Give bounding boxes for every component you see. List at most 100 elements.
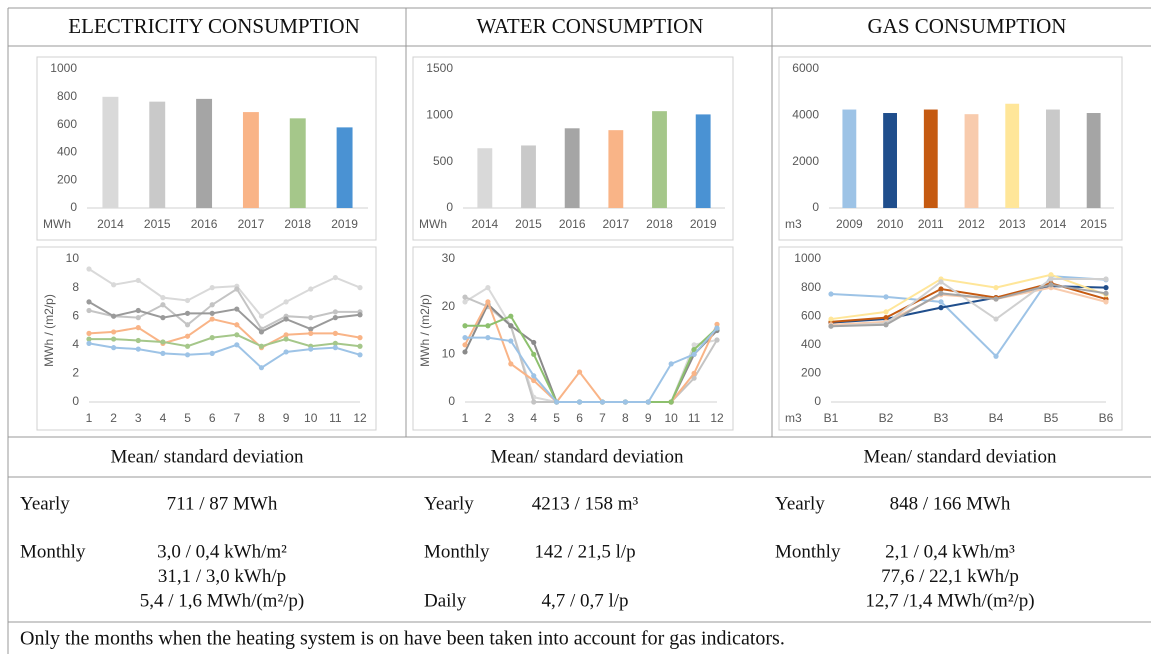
- line-point: [135, 325, 141, 331]
- line-point: [531, 339, 537, 346]
- stat-label: Monthly: [775, 541, 841, 562]
- footnote: Only the months when the heating system …: [20, 628, 785, 650]
- line-point: [135, 337, 141, 344]
- stat-value: 711 / 87 MWh: [167, 493, 278, 514]
- x-tick-label: 2018: [646, 217, 673, 231]
- stat-label: Yearly: [20, 493, 70, 514]
- line-point: [599, 399, 606, 405]
- bar: [1005, 103, 1020, 208]
- chart: 0 200 400 600 800 1000 MWh 2014 2015 2016 2017 2018…: [36, 56, 377, 241]
- y-tick-label: 600: [801, 308, 821, 322]
- y-tick-label: 2000: [792, 154, 819, 168]
- bar: [842, 109, 857, 208]
- x-tick-label: 2014: [471, 217, 498, 231]
- y-tick-label: 0: [72, 394, 79, 408]
- line-series: [88, 342, 361, 369]
- line-point: [938, 290, 944, 296]
- line-point: [883, 309, 889, 315]
- chart: 0 500 1000 1500 MWh 2014 2015 2016 2017 2018 2019: [412, 56, 734, 241]
- line-point: [258, 313, 265, 319]
- x-tick-label: 1: [86, 411, 93, 425]
- line-point: [462, 294, 468, 300]
- line-point: [1103, 285, 1109, 291]
- x-tick-label: B4: [989, 411, 1004, 425]
- line-point: [86, 266, 92, 272]
- line-series: [88, 301, 361, 334]
- line-point: [234, 306, 240, 312]
- line-point: [357, 312, 363, 318]
- line-point: [462, 349, 468, 355]
- line-point: [485, 335, 491, 341]
- line-point: [1048, 276, 1054, 282]
- line-point: [691, 370, 697, 376]
- x-tick-label: 12: [353, 411, 367, 425]
- line-point: [135, 277, 141, 284]
- stat-value: 4213 / 158 m³: [532, 493, 639, 514]
- line-point: [332, 345, 338, 351]
- bar: [477, 148, 493, 208]
- x-tick-label: 6: [576, 411, 583, 425]
- line-point: [332, 315, 338, 321]
- x-tick-label: 9: [283, 411, 290, 425]
- bar: [196, 98, 213, 208]
- line-point: [462, 323, 468, 329]
- line-point: [135, 346, 141, 352]
- axis-unit: MWh: [43, 217, 71, 231]
- line-point: [1048, 282, 1054, 288]
- line-series: [830, 278, 1106, 328]
- column-header: ELECTRICITY CONSUMPTION: [68, 14, 359, 38]
- line-point: [283, 299, 289, 305]
- y-tick-label: 200: [57, 172, 77, 186]
- x-tick-label: 4: [160, 411, 167, 425]
- y-tick-label: 10: [442, 347, 456, 361]
- stat-value: 12,7 /1,4 MWh/(m²/p): [865, 590, 1034, 611]
- line-point: [938, 299, 944, 305]
- x-tick-label: 2016: [559, 217, 586, 231]
- line-series: [89, 333, 361, 348]
- bar: [242, 112, 259, 208]
- line-point: [828, 323, 834, 329]
- line-series: [88, 287, 360, 331]
- line-point: [332, 309, 338, 315]
- x-tick-label: 8: [622, 411, 629, 425]
- y-tick-label: 4000: [792, 108, 819, 122]
- bar: [149, 101, 166, 208]
- y-tick-label: 0: [814, 394, 821, 408]
- y-tick-label: 2: [72, 366, 79, 380]
- x-tick-label: 2015: [1080, 217, 1107, 231]
- x-tick-label: 1: [462, 411, 469, 425]
- line-point: [209, 316, 215, 322]
- bar: [564, 128, 580, 208]
- line-point: [111, 336, 117, 342]
- x-tick-label: B2: [879, 411, 894, 425]
- x-tick-label: 2013: [999, 217, 1026, 231]
- line-point: [554, 399, 560, 405]
- bar: [336, 127, 353, 208]
- line-point: [1103, 290, 1109, 296]
- y-axis-label: MWh / (m2/p): [418, 294, 432, 367]
- x-tick-label: 2014: [1040, 217, 1067, 231]
- y-tick-label: 500: [433, 154, 453, 168]
- y-tick-label: 6: [72, 308, 79, 322]
- column-header: GAS CONSUMPTION: [868, 14, 1067, 38]
- y-tick-label: 800: [801, 280, 821, 294]
- stats-title: Mean/ standard deviation: [490, 446, 684, 467]
- x-tick-label: 2016: [191, 217, 218, 231]
- line-point: [1103, 276, 1109, 282]
- line-point: [485, 285, 491, 291]
- line-point: [508, 361, 514, 367]
- line-point: [111, 282, 117, 288]
- line-point: [86, 307, 92, 314]
- line-point: [357, 335, 363, 341]
- line-point: [938, 286, 944, 292]
- y-tick-label: 200: [801, 366, 821, 380]
- line-point: [283, 332, 289, 338]
- line-point: [485, 299, 491, 305]
- x-tick-label: 2019: [331, 217, 358, 231]
- y-tick-label: 20: [442, 299, 456, 313]
- line-point: [332, 340, 338, 346]
- stat-value: 3,0 / 0,4 kWh/m²: [157, 541, 287, 562]
- axis-unit: m3: [785, 217, 802, 231]
